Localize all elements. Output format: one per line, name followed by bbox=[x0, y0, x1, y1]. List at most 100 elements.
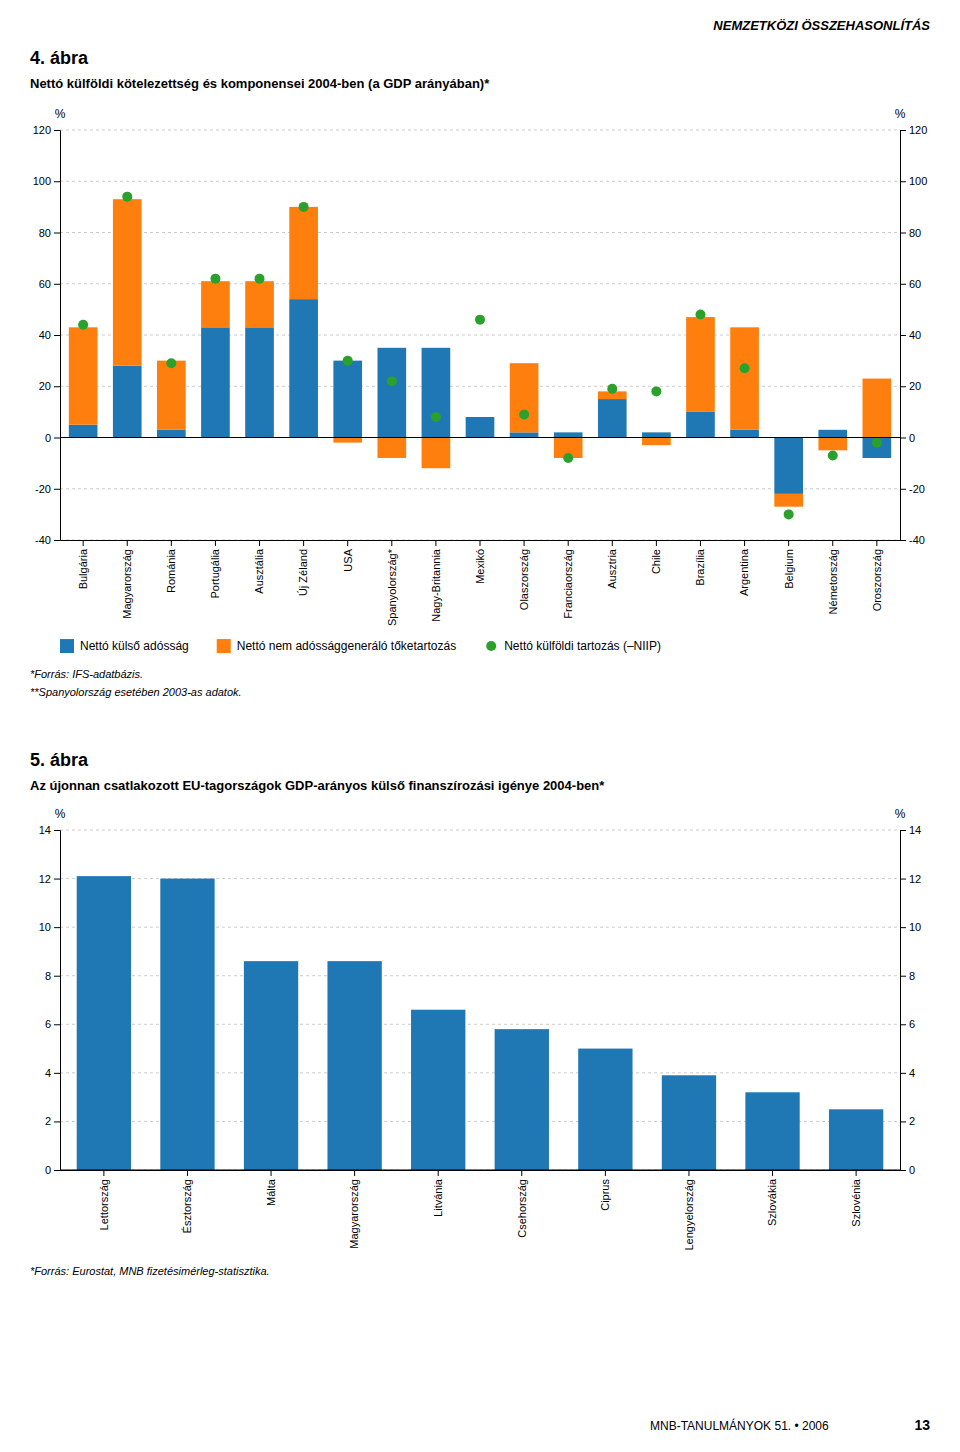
tick: Belgium bbox=[783, 540, 795, 589]
bar bbox=[642, 438, 671, 446]
point bbox=[475, 315, 485, 325]
tick-label: 40 bbox=[39, 329, 51, 341]
tick-label: 8 bbox=[45, 970, 51, 982]
tick-mark bbox=[54, 233, 60, 234]
bar bbox=[863, 438, 892, 459]
header: NEMZETKÖZI ÖSSZEHASONLÍTÁS bbox=[713, 18, 930, 33]
tick: 60 bbox=[39, 278, 60, 290]
bar bbox=[730, 430, 759, 438]
tick-mark bbox=[605, 1170, 606, 1176]
page-number: 13 bbox=[914, 1417, 930, 1433]
tick-mark bbox=[54, 830, 60, 831]
tick-label: Belgium bbox=[783, 549, 795, 589]
tick-label: 14 bbox=[909, 824, 921, 836]
marks bbox=[77, 876, 884, 1170]
point bbox=[695, 310, 705, 320]
tick: -40 bbox=[900, 534, 925, 546]
bar bbox=[863, 379, 892, 438]
tick: Bulgária bbox=[77, 540, 89, 589]
point bbox=[431, 412, 441, 422]
legend-swatch bbox=[60, 639, 74, 653]
tick: Litvánia bbox=[432, 1170, 444, 1217]
point bbox=[563, 453, 573, 463]
bar bbox=[554, 432, 583, 437]
tick-mark bbox=[54, 540, 60, 541]
axis-label: % bbox=[55, 107, 66, 121]
tick: 10 bbox=[900, 921, 921, 933]
tick-mark bbox=[435, 540, 436, 546]
tick: 12 bbox=[39, 873, 60, 885]
tick-mark bbox=[656, 540, 657, 546]
tick-label: Új Zéland bbox=[297, 549, 309, 596]
tick: Ausztria bbox=[606, 540, 618, 589]
point bbox=[122, 192, 132, 202]
bar bbox=[598, 399, 627, 437]
tick-mark bbox=[900, 438, 906, 439]
bar bbox=[69, 327, 98, 424]
bar bbox=[113, 366, 142, 438]
tick-label: -20 bbox=[35, 483, 51, 495]
tick-mark bbox=[54, 976, 60, 977]
tick: Spanyolország* bbox=[386, 540, 398, 626]
tick-mark bbox=[900, 879, 906, 880]
tick-mark bbox=[900, 335, 906, 336]
point bbox=[519, 409, 529, 419]
bar bbox=[289, 207, 318, 299]
tick: 2 bbox=[900, 1115, 915, 1127]
tick-label: Spanyolország* bbox=[386, 548, 398, 626]
tick-mark bbox=[54, 489, 60, 490]
tick-mark bbox=[271, 1170, 272, 1176]
tick-label: Brazília bbox=[694, 548, 706, 586]
tick-label: Németország bbox=[827, 549, 839, 614]
bar bbox=[422, 438, 451, 469]
zero-line bbox=[60, 1170, 900, 1171]
tick: 100 bbox=[900, 175, 927, 187]
tick: 20 bbox=[39, 380, 60, 392]
bar bbox=[495, 1029, 549, 1170]
tick: Lettország bbox=[98, 1170, 110, 1230]
tick-label: 100 bbox=[33, 175, 51, 187]
tick: Argentina bbox=[738, 540, 750, 596]
axis-line bbox=[54, 831, 61, 1171]
bar bbox=[333, 361, 362, 438]
tick: Szlovákia bbox=[766, 1170, 778, 1226]
tick-label: Mexikó bbox=[474, 549, 486, 584]
bar bbox=[377, 348, 406, 438]
tick-label: 10 bbox=[909, 921, 921, 933]
tick-mark bbox=[900, 386, 906, 387]
tick-mark bbox=[900, 1121, 906, 1122]
bar bbox=[818, 430, 847, 438]
tick: Magyarország bbox=[121, 540, 133, 619]
tick-label: 2 bbox=[909, 1115, 915, 1127]
tick-label: Románia bbox=[165, 548, 177, 593]
point bbox=[828, 450, 838, 460]
tick-mark bbox=[900, 489, 906, 490]
tick-mark bbox=[354, 1170, 355, 1176]
legend-item: Nettó külföldi tartozás (–NIIP) bbox=[486, 639, 661, 653]
tick-label: Oroszország bbox=[871, 549, 883, 611]
grid-line bbox=[60, 488, 900, 489]
tick-mark bbox=[900, 1073, 906, 1074]
tick-mark bbox=[700, 540, 701, 546]
tick-mark bbox=[54, 130, 60, 131]
bar bbox=[333, 438, 362, 443]
bar bbox=[686, 412, 715, 438]
tick: 20 bbox=[900, 380, 921, 392]
chart-subtitle: Az újonnan csatlakozott EU-tagországok G… bbox=[30, 778, 605, 793]
tick-label: 6 bbox=[909, 1018, 915, 1030]
bar bbox=[244, 961, 298, 1170]
chart: 5. ábraAz újonnan csatlakozott EU-tagors… bbox=[30, 750, 921, 1277]
tick-mark bbox=[259, 540, 260, 546]
tick-mark bbox=[127, 540, 128, 546]
bar bbox=[245, 327, 274, 437]
zero-line bbox=[60, 437, 900, 438]
axis-label: % bbox=[895, 807, 906, 821]
tick-label: 0 bbox=[45, 432, 51, 444]
point bbox=[210, 274, 220, 284]
tick-label: 60 bbox=[39, 278, 51, 290]
tick-label: 6 bbox=[45, 1018, 51, 1030]
tick-mark bbox=[612, 540, 613, 546]
axis-line bbox=[54, 131, 61, 541]
grid-line bbox=[60, 283, 900, 284]
tick-label: 40 bbox=[909, 329, 921, 341]
